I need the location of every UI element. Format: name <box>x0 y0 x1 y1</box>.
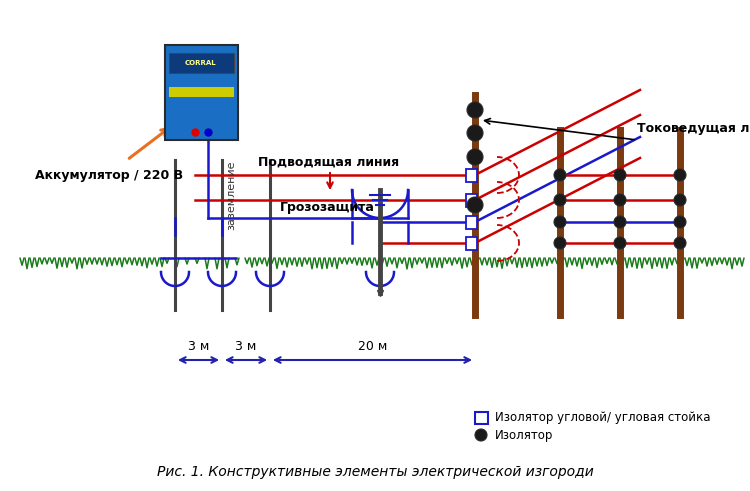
Circle shape <box>467 197 483 213</box>
Text: 20 м: 20 м <box>358 340 387 353</box>
Circle shape <box>554 169 566 181</box>
Circle shape <box>467 149 483 165</box>
Circle shape <box>674 237 686 249</box>
Circle shape <box>674 194 686 206</box>
Text: 3 м: 3 м <box>188 340 209 353</box>
Circle shape <box>614 237 626 249</box>
Bar <box>475 412 488 424</box>
Circle shape <box>614 216 626 228</box>
Circle shape <box>554 216 566 228</box>
Circle shape <box>554 194 566 206</box>
Circle shape <box>614 194 626 206</box>
Text: Изолятор угловой/ угловая стойка: Изолятор угловой/ угловая стойка <box>495 411 710 425</box>
Bar <box>165 45 238 140</box>
Circle shape <box>554 237 566 249</box>
Bar <box>169 53 234 73</box>
Circle shape <box>674 216 686 228</box>
Text: 3 м: 3 м <box>236 340 256 353</box>
Circle shape <box>467 125 483 141</box>
Text: заземление: заземление <box>226 160 236 230</box>
Circle shape <box>614 169 626 181</box>
Text: CORRAL: CORRAL <box>184 60 216 66</box>
Text: Изолятор: Изолятор <box>495 429 554 441</box>
Bar <box>466 169 477 182</box>
Bar <box>169 87 234 97</box>
Text: Токоведущая линия: Токоведущая линия <box>637 121 750 135</box>
Circle shape <box>674 169 686 181</box>
Text: Аккумулятор / 220 В: Аккумулятор / 220 В <box>35 168 183 182</box>
Text: Грозозащита: Грозозащита <box>280 200 375 214</box>
Bar <box>466 216 477 229</box>
Bar <box>466 237 477 250</box>
Text: Подводящая линия: Подводящая линия <box>258 156 399 168</box>
Circle shape <box>475 429 487 441</box>
Circle shape <box>467 102 483 118</box>
Text: Рис. 1. Конструктивные элементы электрической изгороди: Рис. 1. Конструктивные элементы электрич… <box>157 465 593 479</box>
Bar <box>466 194 477 207</box>
